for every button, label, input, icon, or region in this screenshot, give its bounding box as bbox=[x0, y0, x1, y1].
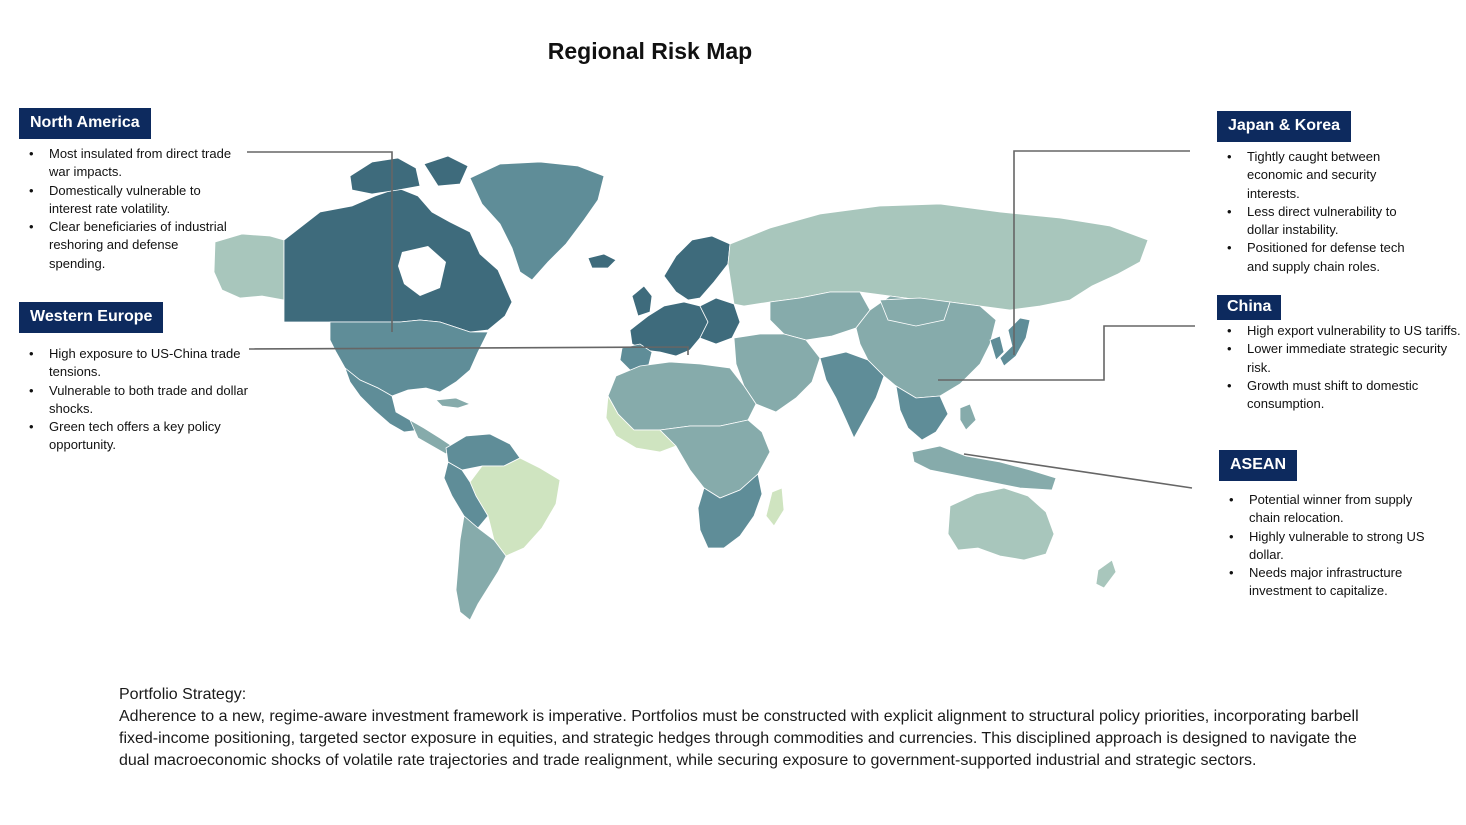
portfolio-strategy: Portfolio Strategy: Adherence to a new, … bbox=[119, 684, 1379, 772]
region-tag-china: China bbox=[1217, 295, 1282, 320]
country-middle-east bbox=[733, 333, 821, 413]
region-china: China High export vulnerability to US ta… bbox=[1217, 295, 1462, 413]
country-north-africa bbox=[607, 361, 757, 431]
country-russia bbox=[727, 203, 1149, 311]
connector-lines bbox=[247, 150, 1195, 489]
list-item: High exposure to US-China trade tensions… bbox=[19, 345, 249, 382]
country-new-zealand bbox=[1095, 559, 1117, 589]
country-greenland bbox=[469, 161, 605, 281]
region-tag-north-america: North America bbox=[19, 108, 151, 139]
bullet-list: High export vulnerability to US tariffs.… bbox=[1217, 322, 1462, 413]
list-item: High export vulnerability to US tariffs. bbox=[1217, 322, 1462, 341]
list-item: Green tech offers a key policy opportuni… bbox=[19, 418, 249, 455]
country-australia bbox=[947, 487, 1055, 561]
strategy-label: Portfolio Strategy: bbox=[119, 686, 247, 703]
list-item: Positioned for defense tech and supply c… bbox=[1217, 239, 1417, 276]
connector-western-europe bbox=[248, 346, 689, 355]
list-item: Clear beneficiaries of industrial reshor… bbox=[19, 218, 234, 273]
region-japan-korea: Japan & Korea Tightly caught between eco… bbox=[1217, 111, 1417, 276]
connector-north-america bbox=[247, 151, 393, 332]
country-japan bbox=[999, 317, 1031, 367]
hudson-bay bbox=[398, 246, 446, 296]
country-central-america bbox=[409, 419, 453, 455]
list-item: Tightly caught between economic and secu… bbox=[1217, 148, 1417, 203]
list-item: Potential winner from supply chain reloc… bbox=[1219, 491, 1439, 528]
country-korea bbox=[989, 335, 1005, 361]
connector-japan-korea bbox=[1013, 150, 1190, 355]
country-mongolia bbox=[879, 297, 951, 327]
bullet-list: Potential winner from supply chain reloc… bbox=[1219, 491, 1439, 601]
region-asean: ASEAN Potential winner from supply chain… bbox=[1219, 450, 1439, 601]
caribbean bbox=[435, 397, 472, 409]
region-north-america: North America Most insulated from direct… bbox=[19, 108, 234, 273]
country-canada-arctic bbox=[349, 157, 421, 195]
list-item: Growth must shift to domestic consumptio… bbox=[1217, 377, 1462, 414]
country-canada-arctic-2 bbox=[423, 155, 469, 187]
bullet-list: Most insulated from direct trade war imp… bbox=[19, 145, 234, 273]
country-indonesia bbox=[911, 445, 1057, 491]
country-peru-bolivia bbox=[443, 461, 489, 529]
country-iceland bbox=[587, 253, 617, 269]
region-tag-asean: ASEAN bbox=[1219, 450, 1298, 481]
list-item: Needs major infrastructure investment to… bbox=[1219, 564, 1439, 601]
list-item: Less direct vulnerability to dollar inst… bbox=[1217, 203, 1417, 240]
connector-asean bbox=[963, 453, 1193, 489]
region-tag-japan-korea: Japan & Korea bbox=[1217, 111, 1352, 142]
region-western-europe: Western Europe High exposure to US-China… bbox=[19, 302, 249, 455]
list-item: Vulnerable to both trade and dollar shoc… bbox=[19, 382, 249, 419]
country-southern-africa bbox=[697, 473, 763, 549]
list-item: Domestically vulnerable to interest rate… bbox=[19, 182, 234, 219]
bullet-list: Tightly caught between economic and secu… bbox=[1217, 148, 1417, 276]
country-uk bbox=[631, 285, 653, 317]
list-item: Most insulated from direct trade war imp… bbox=[19, 145, 234, 182]
landmasses bbox=[213, 155, 1149, 621]
list-item: Highly vulnerable to strong US dollar. bbox=[1219, 528, 1439, 565]
connector-china bbox=[938, 325, 1195, 381]
region-tag-western-europe: Western Europe bbox=[19, 302, 164, 333]
country-india bbox=[819, 351, 885, 439]
country-west-africa bbox=[605, 394, 677, 453]
country-argentina-chile bbox=[455, 515, 507, 621]
country-canada bbox=[283, 187, 513, 333]
strategy-text: Adherence to a new, regime-aware investm… bbox=[119, 708, 1359, 769]
country-eastern-europe bbox=[699, 297, 741, 345]
country-scandinavia bbox=[663, 235, 731, 301]
bullet-list: High exposure to US-China trade tensions… bbox=[19, 345, 249, 455]
country-se-asia bbox=[895, 385, 949, 441]
country-philippines bbox=[959, 403, 977, 431]
list-item: Lower immediate strategic security risk. bbox=[1217, 340, 1462, 377]
page-title: Regional Risk Map bbox=[547, 38, 753, 64]
country-madagascar bbox=[765, 487, 785, 527]
